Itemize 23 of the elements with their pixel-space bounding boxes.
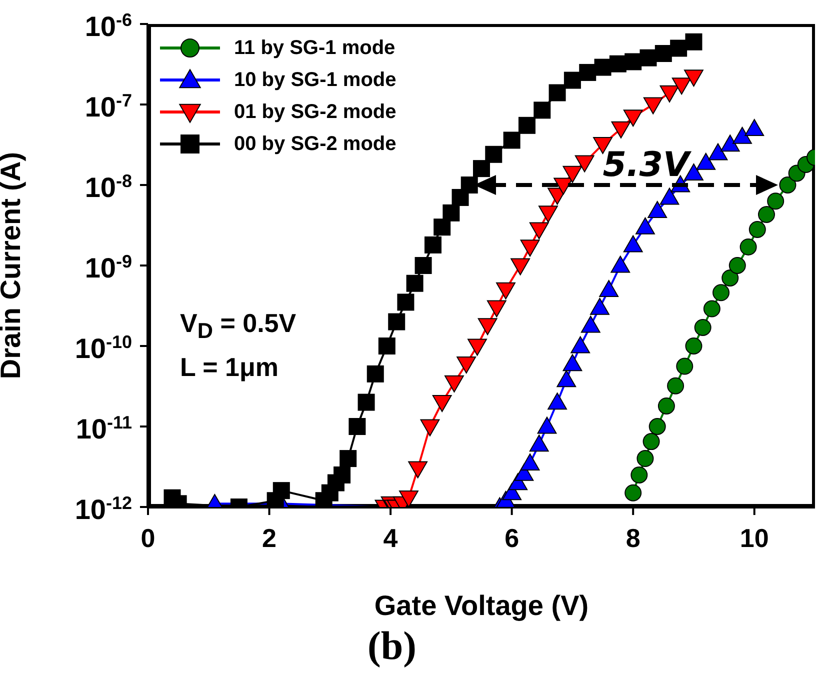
y-tick-label: 10$^{-8}$: [84, 171, 132, 203]
y-tick-label: 10$^{-11}$: [76, 412, 132, 444]
text: (b): [368, 623, 416, 668]
y-tick-label: 10$^{-6}$: [84, 10, 132, 42]
annotation: L = 1μm: [180, 352, 279, 382]
y-tick-label: 10$^{-7}$: [84, 90, 132, 122]
legend-label: 11 by SG-1 mode: [234, 36, 396, 61]
x-axis-title: Gate Voltage (V): [374, 590, 589, 621]
annotation: 5.3V: [602, 145, 692, 185]
x-tick-label: 0: [140, 523, 156, 553]
legend-label: 00 by SG-2 mode: [234, 132, 396, 157]
annotation: V$_{D}$ = 0.5V: [180, 308, 296, 344]
legend-label: 01 by SG-2 mode: [234, 100, 396, 125]
x-tick-label: 10: [740, 523, 769, 553]
x-tick-label: 2: [262, 523, 277, 553]
y-tick-label: 10$^{-9}$: [84, 252, 132, 284]
x-tick-label: 6: [504, 523, 520, 553]
x-tick-label: 4: [383, 523, 398, 553]
legend-label: 10 by SG-1 mode: [234, 68, 396, 93]
y-axis-title: Drain Current (A): [0, 152, 26, 380]
y-tick-label: 10$^{-12}$: [74, 493, 132, 525]
x-tick-label: 8: [626, 523, 640, 553]
y-tick-label: 10$^{-10}$: [74, 332, 132, 364]
